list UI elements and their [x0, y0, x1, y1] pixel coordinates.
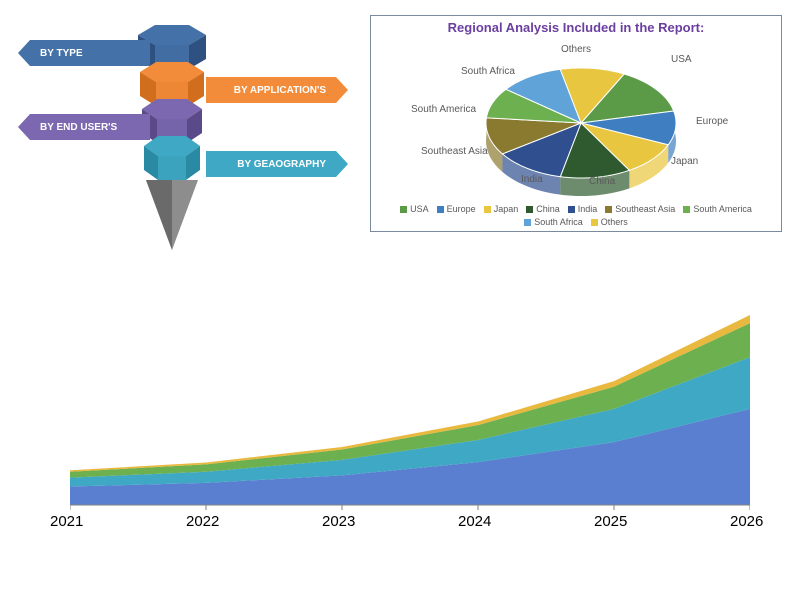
legend-swatch — [526, 206, 533, 213]
legend-label: Japan — [494, 204, 519, 214]
pie-label: South America — [411, 104, 476, 115]
area-chart-svg — [70, 305, 750, 525]
pie-label: India — [521, 174, 543, 185]
area-x-label: 2022 — [186, 513, 219, 530]
regional-pie-panel: Regional Analysis Included in the Report… — [370, 15, 782, 232]
legend-item: South America — [683, 204, 752, 214]
legend-label: Others — [601, 217, 628, 227]
area-x-label: 2026 — [730, 513, 763, 530]
area-x-label: 2023 — [322, 513, 355, 530]
category-arrow-1: BY APPLICATION'S — [206, 77, 336, 103]
pie-label: South Africa — [461, 66, 515, 77]
legend-item: Europe — [437, 204, 476, 214]
legend-swatch — [591, 219, 598, 226]
legend-swatch — [683, 206, 690, 213]
pie-label: Southeast Asia — [421, 146, 488, 157]
legend-item: USA — [400, 204, 429, 214]
legend-label: India — [578, 204, 598, 214]
category-arrow-0: BY TYPE — [30, 40, 150, 66]
area-x-label: 2025 — [594, 513, 627, 530]
legend-item: Japan — [484, 204, 519, 214]
legend-label: Europe — [447, 204, 476, 214]
legend-item: India — [568, 204, 598, 214]
legend-label: USA — [410, 204, 429, 214]
pie-title: Regional Analysis Included in the Report… — [371, 20, 781, 35]
category-arrow-3: BY GEAOGRAPHY — [206, 151, 336, 177]
legend-swatch — [568, 206, 575, 213]
legend-swatch — [524, 219, 531, 226]
area-x-label: 2021 — [50, 513, 83, 530]
pie-label: Japan — [671, 156, 698, 167]
legend-item: South Africa — [524, 217, 583, 227]
pie-label: USA — [671, 54, 692, 65]
pie-label: Others — [561, 44, 591, 55]
legend-swatch — [400, 206, 407, 213]
category-arrow-2: BY END USER'S — [30, 114, 150, 140]
legend-swatch — [484, 206, 491, 213]
legend-label: China — [536, 204, 560, 214]
legend-label: Southeast Asia — [615, 204, 675, 214]
pie-legend: USA Europe Japan China India Southeast Asia So… — [379, 204, 773, 227]
pie-label: Europe — [696, 116, 728, 127]
legend-label: South America — [693, 204, 752, 214]
categories-diagram: BY TYPE BY APPLICATION'S BY END USER'S BY G… — [10, 10, 340, 270]
legend-item: Others — [591, 217, 628, 227]
pie-label: China — [589, 176, 615, 187]
legend-swatch — [437, 206, 444, 213]
area-x-label: 2024 — [458, 513, 491, 530]
area-chart: 202120222023202420252026 — [70, 305, 750, 555]
legend-item: Southeast Asia — [605, 204, 675, 214]
legend-label: South Africa — [534, 217, 583, 227]
legend-swatch — [605, 206, 612, 213]
legend-item: China — [526, 204, 560, 214]
